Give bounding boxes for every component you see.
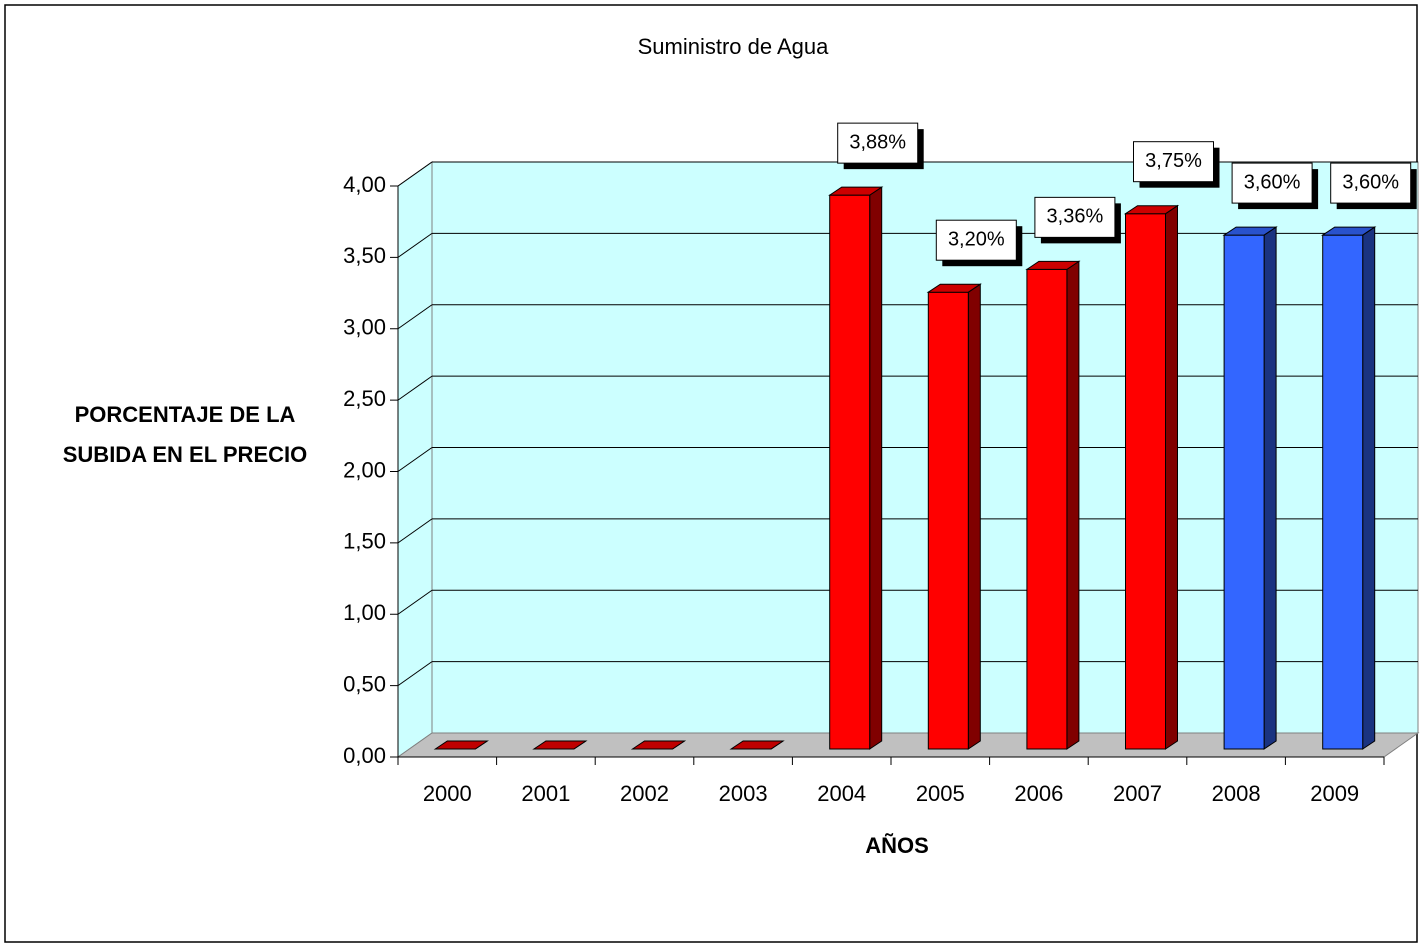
- bar-side: [1362, 226, 1376, 750]
- label-box: [1330, 162, 1412, 204]
- data-label: 3,20%: [948, 228, 1005, 250]
- grid-line: [397, 447, 433, 472]
- x-tick-label: 2007: [1113, 781, 1162, 806]
- y-tick-label: 1,00: [343, 600, 386, 625]
- bar-top: [1321, 226, 1377, 236]
- y-axis-title: PORCENTAJE DE LA SUBIDA EN EL PRECIO: [62, 402, 308, 467]
- bar: [1322, 234, 1364, 750]
- x-tick-label: 2002: [620, 781, 669, 806]
- bar: [829, 194, 871, 750]
- bar-side: [869, 186, 883, 750]
- x-tick-label: 2006: [1014, 781, 1063, 806]
- bar-side: [1165, 204, 1178, 750]
- grid-line: [397, 375, 433, 401]
- bar-top: [532, 740, 588, 750]
- y-tick-label: 3,50: [343, 243, 386, 268]
- y-tick-label: 2,50: [343, 386, 386, 411]
- x-tick-label: 2003: [719, 781, 768, 806]
- bar-side: [1066, 260, 1080, 750]
- x-tick-label: 2001: [521, 781, 570, 806]
- chart-title: Suministro de Agua: [638, 34, 830, 59]
- bar-top: [926, 283, 982, 293]
- data-label: 3,75%: [1145, 150, 1202, 172]
- bar-top: [1123, 205, 1180, 215]
- y-tick-label: 4,00: [343, 172, 386, 197]
- label-box: [1034, 196, 1116, 238]
- label-box: [935, 219, 1017, 261]
- grid-line: [397, 304, 433, 330]
- bar: [1026, 268, 1068, 750]
- label-box: [1133, 141, 1214, 183]
- bar-top: [1222, 226, 1278, 236]
- bar: [927, 291, 969, 750]
- x-tick-label: 2004: [817, 781, 866, 806]
- bar-top: [828, 186, 884, 196]
- x-tick-label: 2009: [1310, 781, 1359, 806]
- bar-top: [630, 740, 687, 750]
- bar-top: [433, 740, 489, 750]
- label-box: [1231, 162, 1313, 204]
- grid-line: [397, 518, 433, 544]
- x-tick-label: 2005: [916, 781, 965, 806]
- y-tick-label: 0,00: [343, 743, 386, 768]
- bar-side: [1263, 226, 1277, 750]
- grid-line: [397, 589, 433, 615]
- bar-side: [967, 283, 981, 750]
- grid-line: [397, 161, 433, 187]
- x-tick-label: 2000: [423, 781, 472, 806]
- bar: [1223, 234, 1265, 750]
- bar: [1125, 213, 1166, 750]
- x-axis-title: AÑOS: [865, 833, 929, 858]
- data-label: 3,88%: [849, 131, 906, 153]
- x-tick-label: 2008: [1212, 781, 1261, 806]
- data-label: 3,60%: [1342, 171, 1399, 193]
- grid-line: [397, 232, 433, 258]
- bar-top: [1025, 260, 1081, 270]
- y-tick-label: 2,00: [343, 457, 386, 482]
- label-box: [837, 122, 919, 164]
- y-tick-label: 3,00: [343, 315, 386, 340]
- bar-top: [729, 740, 785, 750]
- y-tick-label: 0,50: [343, 671, 386, 696]
- data-label: 3,60%: [1244, 171, 1301, 193]
- y-tick-label: 1,50: [343, 529, 386, 554]
- data-label: 3,36%: [1047, 206, 1104, 228]
- grid-line: [397, 661, 433, 687]
